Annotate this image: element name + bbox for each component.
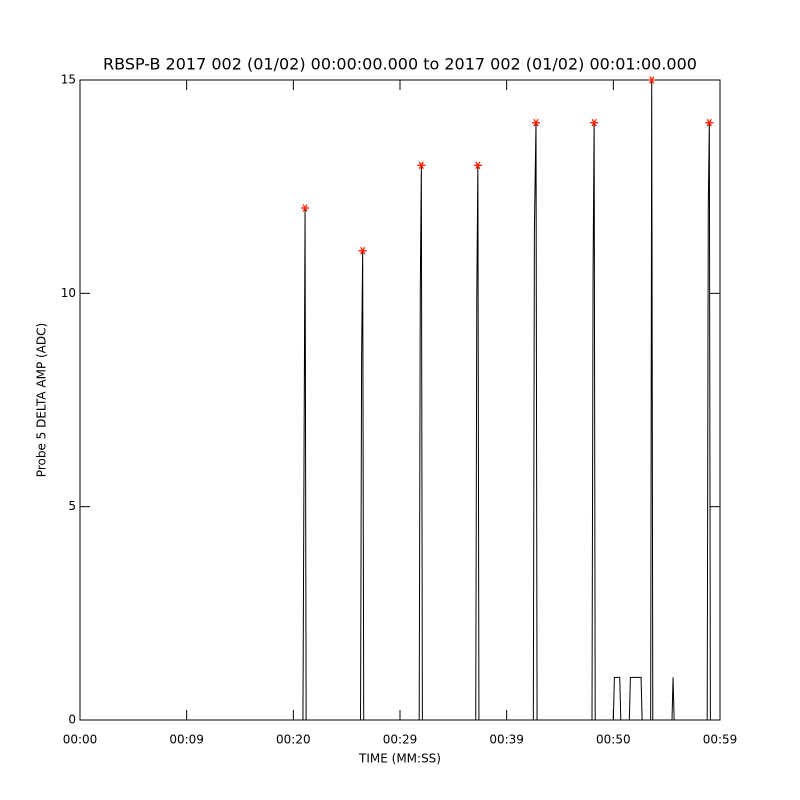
peak-marker — [301, 204, 310, 212]
peak-marker — [473, 161, 482, 170]
x-axis-label: TIME (MM:SS) — [358, 752, 441, 766]
y-tick-label: 10 — [61, 286, 76, 300]
x-tick-label: 00:39 — [489, 733, 524, 747]
y-tick-label: 0 — [68, 713, 76, 727]
x-tick-label: 00:59 — [703, 733, 738, 747]
peak-marker — [417, 161, 426, 170]
peak-marker — [358, 246, 367, 255]
y-tick-label: 5 — [68, 499, 76, 513]
x-tick-label: 00:20 — [276, 733, 311, 747]
peak-marker — [647, 76, 656, 84]
x-tick-label: 00:50 — [596, 733, 631, 747]
x-tick-label: 00:09 — [169, 733, 204, 747]
signal-line — [80, 79, 720, 721]
y-axis-label: Probe 5 DELTA AMP (ADC) — [35, 323, 49, 477]
peak-marker — [532, 118, 540, 127]
chart-title: RBSP-B 2017 002 (01/02) 00:00:00.000 to … — [103, 55, 697, 74]
y-tick-label: 15 — [61, 73, 76, 87]
peak-marker — [705, 118, 714, 127]
x-tick-label: 00:29 — [383, 733, 418, 747]
peak-marker — [590, 118, 599, 127]
x-tick-label: 00:00 — [63, 733, 98, 747]
